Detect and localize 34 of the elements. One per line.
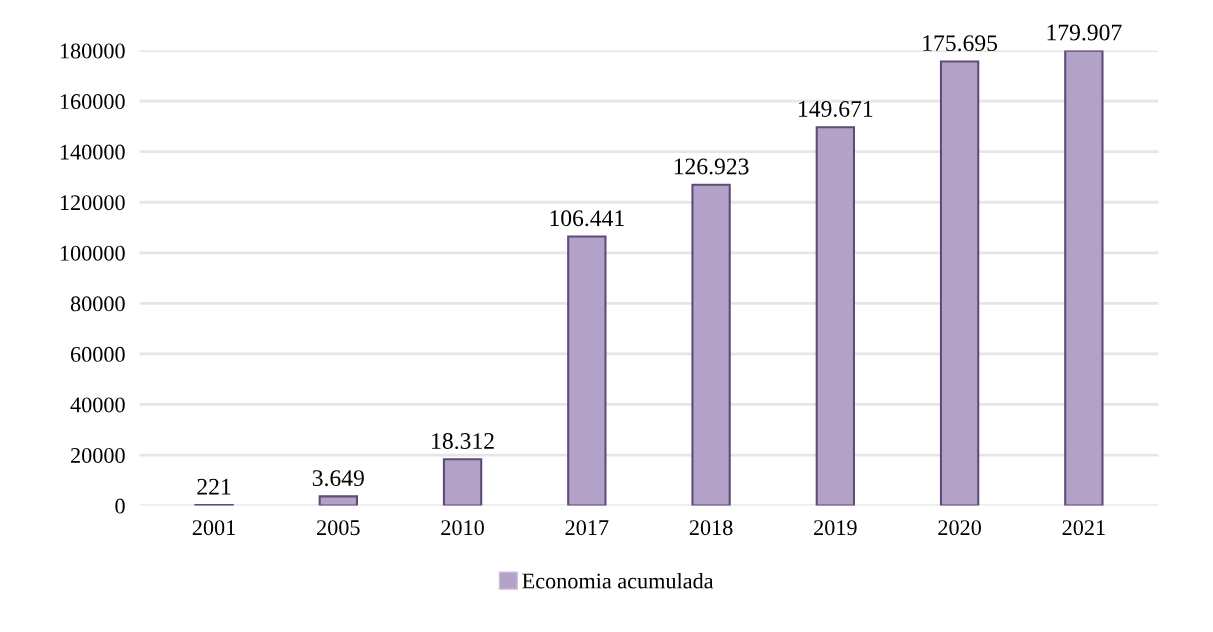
y-tick-label: 100000 [60,245,125,261]
legend-label: Economia acumulada [522,572,714,589]
x-tick-label: 2021 [1062,520,1105,536]
y-tick-label: 120000 [60,195,125,211]
y-tick-label: 140000 [60,144,125,160]
y-tick-label: 20000 [71,447,125,463]
y-tick-label: 60000 [71,346,125,362]
data-label: 175.695 [923,35,998,52]
x-tick-label: 2020 [938,520,981,536]
x-tick-label: 2001 [192,520,235,536]
y-tick-label: 80000 [70,296,125,312]
bar [442,458,483,506]
data-label: 18.312 [432,433,494,450]
x-tick-label: 2010 [441,520,484,536]
x-tick-label: 2019 [814,520,857,536]
data-label: 179.907 [1047,24,1122,41]
data-label: 221 [197,478,231,495]
y-tick-label: 160000 [60,94,125,110]
bar [815,126,856,506]
bar [318,495,358,506]
bar [567,235,607,506]
bar [1064,50,1104,506]
x-tick-label: 2017 [565,520,609,536]
data-label: 3.649 [312,470,364,487]
y-tick-label: 40000 [70,397,125,413]
y-tick-label: 180000 [60,43,125,59]
data-label: 126.923 [674,158,749,175]
bar [691,183,731,506]
y-tick-label: 0 [115,498,125,514]
x-tick-label: 2018 [689,520,733,536]
bar [939,60,980,506]
data-label: 149.671 [799,101,873,117]
data-label: 106.441 [550,210,624,227]
x-tick-label: 2005 [317,520,360,536]
